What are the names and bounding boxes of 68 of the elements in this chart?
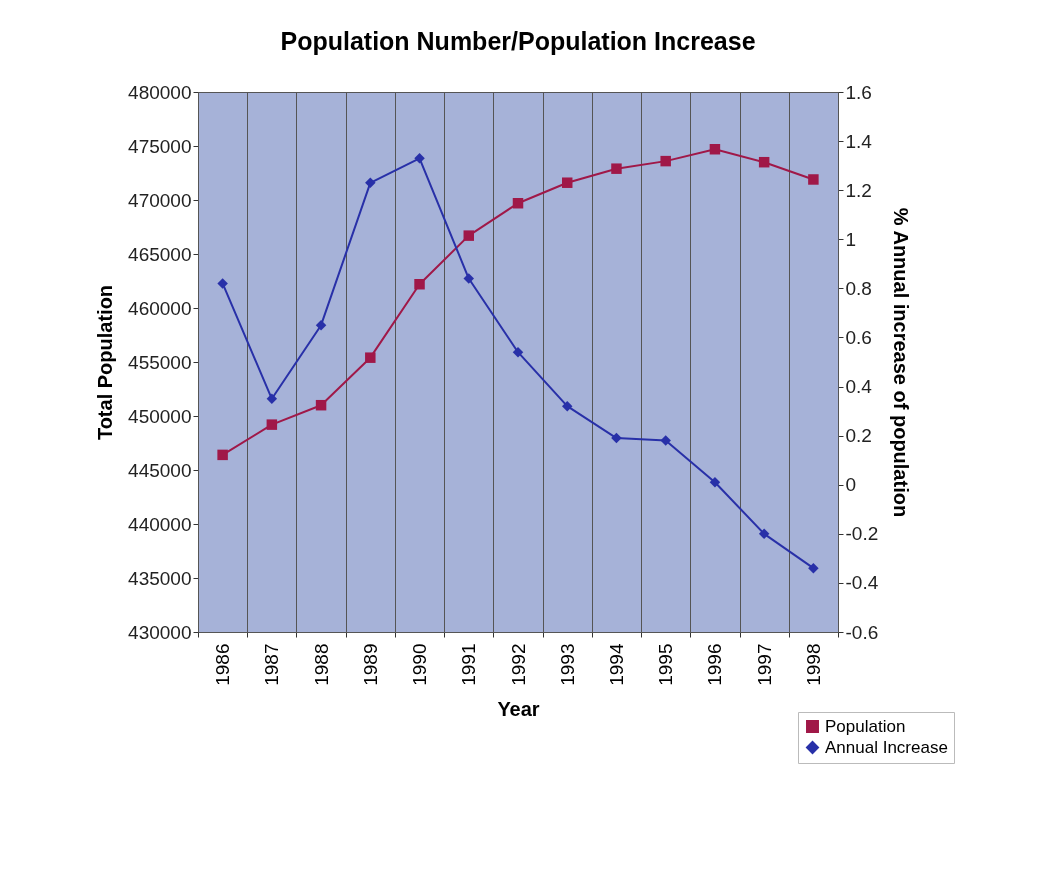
x-tick-label: 1996 <box>704 643 726 686</box>
y2-tick-label: 1.2 <box>845 179 872 201</box>
point <box>315 319 327 331</box>
y-tick-label: 450000 <box>128 405 192 427</box>
x-tick-label: 1993 <box>556 643 578 686</box>
point <box>709 477 721 488</box>
x-tick-label: 1992 <box>507 643 529 686</box>
point <box>414 153 425 164</box>
y2-tick-label: 1 <box>845 228 857 250</box>
x-tick-label: 1987 <box>261 643 283 686</box>
y2-tick-label: 0 <box>845 474 857 496</box>
x-tick-label: 1998 <box>802 643 824 686</box>
y-tick-label: 440000 <box>128 513 192 535</box>
y-tick-label: 435000 <box>128 567 192 589</box>
y-tick-label: 470000 <box>128 189 192 211</box>
point <box>266 393 278 405</box>
legend-label: Population <box>825 716 906 736</box>
point <box>808 562 819 574</box>
y-tick-label: 430000 <box>128 621 192 643</box>
point <box>217 449 228 461</box>
point <box>365 177 376 189</box>
x-tick-label: 1997 <box>753 643 775 686</box>
point <box>611 163 622 174</box>
point <box>709 144 721 155</box>
point <box>611 432 622 444</box>
point <box>315 399 327 411</box>
y2-tick-label: 0.6 <box>845 326 872 348</box>
y2-tick-label: 0.2 <box>845 425 872 447</box>
point <box>758 156 770 168</box>
point <box>561 400 573 412</box>
y2-tick-label: -0.4 <box>845 572 879 594</box>
y-tick-label: 460000 <box>128 297 192 319</box>
x-tick-label: 1986 <box>212 643 234 686</box>
y-tick-label: 445000 <box>128 459 192 481</box>
point <box>266 419 278 430</box>
point <box>217 278 228 289</box>
y-tick-label: 465000 <box>128 243 192 265</box>
x-tick-label: 1994 <box>605 643 627 686</box>
y2-tick-label: 1.4 <box>845 130 873 152</box>
y2-tick-label: 1.6 <box>845 81 872 103</box>
x-tick-label: 1990 <box>409 643 431 686</box>
point <box>512 198 524 209</box>
x-tick-label: 1995 <box>655 643 677 686</box>
chart-title: Population Number/Population Increase <box>280 27 756 55</box>
legend-label: Annual Increase <box>825 737 948 757</box>
y2-tick-label: -0.2 <box>845 523 879 545</box>
y2-tick-label: -0.6 <box>845 621 879 643</box>
y-tick-label: 455000 <box>128 351 192 373</box>
point <box>463 273 475 284</box>
y-tick-label: 480000 <box>128 81 192 103</box>
point <box>365 352 376 363</box>
x-tick-label: 1988 <box>310 643 332 686</box>
point <box>660 435 671 446</box>
y2-tick-label: 0.8 <box>845 277 872 299</box>
point <box>808 174 819 185</box>
point <box>561 177 573 188</box>
y-tick-label: 475000 <box>128 135 192 157</box>
point <box>758 528 770 540</box>
point <box>414 279 425 290</box>
point <box>660 155 671 167</box>
y2-axis-title: % Annual increase of population <box>890 207 913 518</box>
y2-tick-label: 0.4 <box>845 376 873 398</box>
point <box>463 230 475 241</box>
point <box>512 346 524 358</box>
x-axis-title: Year <box>497 697 540 720</box>
y-axis-title: Total Population <box>94 284 117 441</box>
x-tick-label: 1991 <box>458 643 480 686</box>
x-tick-label: 1989 <box>359 643 381 686</box>
